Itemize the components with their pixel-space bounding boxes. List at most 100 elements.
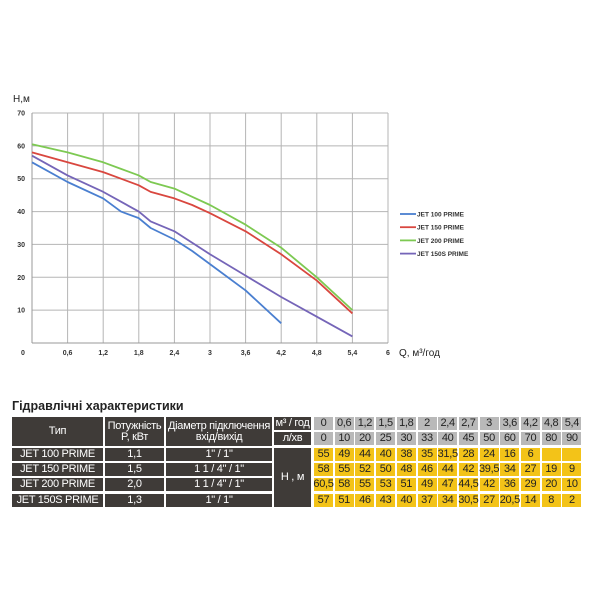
x-tick-label: 0,6 [63, 350, 73, 357]
head-cell: 48 [396, 463, 416, 476]
head-cell: 49 [334, 448, 354, 461]
head-cell: 36 [500, 478, 520, 491]
head-cell: 42 [458, 463, 478, 476]
x-tick-label: 4,2 [276, 350, 286, 357]
y-tick-label: 40 [17, 209, 25, 216]
head-cell: 58 [334, 478, 354, 491]
head-cell: 53 [376, 478, 396, 491]
q-m3h-cell: 4,2 [521, 417, 540, 430]
head-cell: 42 [479, 478, 499, 491]
x-tick-label: 0 [21, 350, 25, 357]
head-cell: 34 [438, 494, 458, 507]
header-diameter: Діаметр підключення вхід/вихід [166, 417, 272, 446]
y-tick-label: 70 [17, 111, 25, 118]
q-m3h-cell: 1,2 [355, 417, 375, 430]
q-lmin-cell: 60 [500, 432, 520, 445]
row-power: 1,1 [105, 448, 164, 461]
x-tick-label: 3 [208, 350, 212, 357]
q-lmin-cell: 20 [355, 432, 375, 445]
head-cell: 43 [376, 494, 396, 507]
head-cell: 27 [521, 463, 540, 476]
head-cell: 27 [479, 494, 499, 507]
row-diameter: 1" / 1" [166, 494, 272, 507]
head-cell: 35 [417, 448, 437, 461]
header-unit-h: Н , м [274, 448, 311, 507]
head-cell [541, 448, 561, 461]
head-cell: 10 [562, 478, 582, 491]
row-type: JET 150 PRIME [12, 463, 103, 476]
row-diameter: 1 1 / 4" / 1" [166, 463, 272, 476]
head-cell: 44,5 [458, 478, 479, 491]
head-cell: 51 [396, 478, 416, 491]
row-power: 2,0 [105, 478, 164, 491]
x-tick-label: 6 [386, 350, 390, 357]
header-power: Потужність P, кВт [105, 417, 164, 446]
row-type: JET 100 PRIME [12, 448, 103, 461]
head-cell: 44 [438, 463, 458, 476]
head-cell: 24 [479, 448, 499, 461]
pump-curve-chart: 0,6 1,2 1,8 2,4 3 3,6 4,2 4,8 5,4 601020304050607… [13, 94, 469, 359]
head-cell: 55 [334, 463, 354, 476]
q-m3h-cell: 3,6 [500, 417, 520, 430]
head-cell: 19 [541, 463, 561, 476]
x-tick-label: 3,6 [241, 350, 251, 357]
head-cell [562, 448, 582, 461]
head-cell: 2 [562, 494, 582, 507]
row-type: JET 200 PRIME [12, 478, 103, 491]
header-type: Тип [12, 417, 103, 446]
y-axis-title: H,м [13, 94, 30, 105]
head-cell: 40 [376, 448, 396, 461]
legend-label: JET 150 PRIME [417, 225, 465, 232]
series-line-3 [31, 154, 353, 338]
q-m3h-cell: 3 [479, 417, 499, 430]
head-cell: 51 [334, 494, 354, 507]
legend-label: JET 100 PRIME [417, 212, 465, 219]
q-lmin-cell: 90 [562, 432, 582, 445]
legend-label: JET 200 PRIME [417, 238, 465, 245]
head-cell: 38 [396, 448, 416, 461]
head-cell: 52 [355, 463, 375, 476]
q-m3h-cell: 2 [417, 417, 437, 430]
head-cell: 58 [314, 463, 333, 476]
head-cell: 20,5 [499, 494, 520, 507]
head-cell: 40 [396, 494, 416, 507]
row-type: JET 150S PRIME [12, 494, 103, 507]
head-cell: 8 [541, 494, 561, 507]
head-cell: 31,5 [437, 448, 458, 461]
table-title: Гідравлічні характеристики [12, 399, 184, 413]
head-cell: 49 [417, 478, 437, 491]
head-cell: 60,5 [313, 478, 334, 491]
q-lmin-cell: 80 [541, 432, 561, 445]
row-power: 1,3 [105, 494, 164, 507]
head-cell: 50 [376, 463, 396, 476]
head-cell: 46 [355, 494, 375, 507]
q-m3h-cell: 5,4 [562, 417, 582, 430]
series-line-1 [31, 151, 354, 315]
q-m3h-cell: 1,5 [376, 417, 396, 430]
q-m3h-cell: 2,7 [458, 417, 478, 430]
q-m3h-cell: 4,8 [541, 417, 561, 430]
q-m3h-cell: 1,8 [396, 417, 416, 430]
head-cell: 34 [500, 463, 520, 476]
q-lmin-cell: 45 [458, 432, 478, 445]
series-line-2 [31, 143, 354, 311]
y-tick-label: 60 [17, 143, 25, 150]
head-cell: 29 [521, 478, 540, 491]
y-tick-label: 50 [17, 176, 25, 183]
q-m3h-cell: 0,6 [334, 417, 354, 430]
head-cell: 28 [458, 448, 478, 461]
series-line-0 [31, 161, 282, 324]
head-cell: 16 [500, 448, 520, 461]
q-m3h-cell: 2,4 [438, 417, 458, 430]
header-unit-m3h: м³ / год [274, 417, 311, 430]
head-cell: 30,5 [458, 494, 479, 507]
q-lmin-cell: 0 [314, 432, 333, 445]
row-diameter: 1" / 1" [166, 448, 272, 461]
q-lmin-cell: 70 [521, 432, 540, 445]
head-cell: 47 [438, 478, 458, 491]
q-lmin-cell: 25 [376, 432, 396, 445]
x-tick-label: 5,4 [348, 350, 358, 357]
q-lmin-cell: 10 [334, 432, 354, 445]
x-tick-label: 2,4 [170, 350, 180, 357]
head-cell: 14 [521, 494, 540, 507]
